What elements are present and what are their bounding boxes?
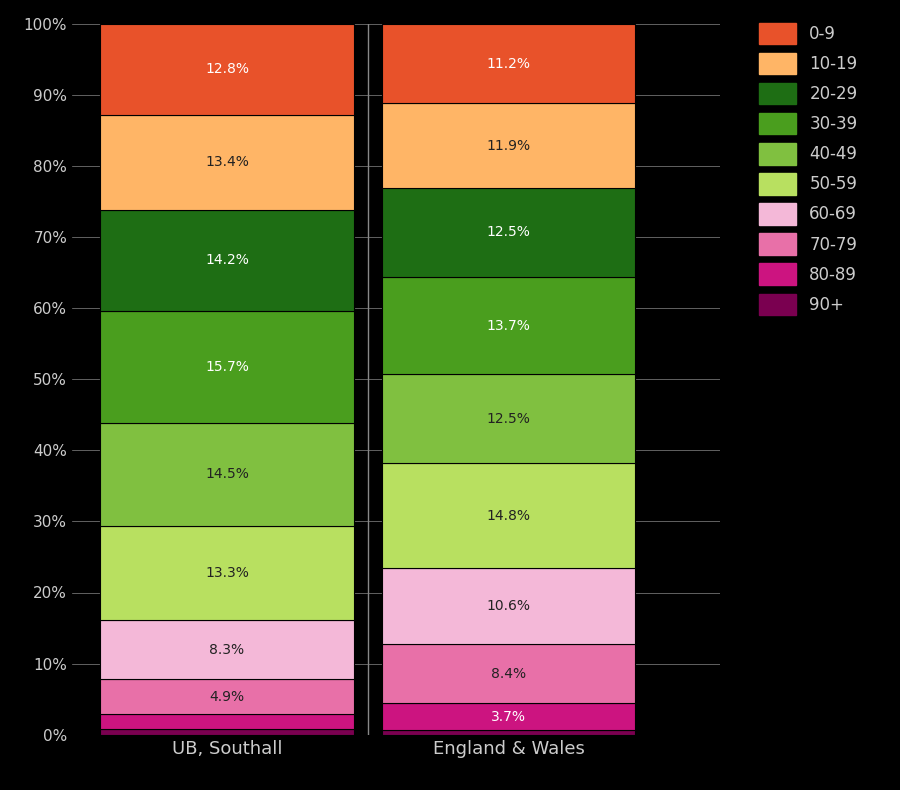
Text: 11.9%: 11.9%: [487, 138, 531, 152]
Text: 13.3%: 13.3%: [205, 566, 249, 580]
Bar: [100, 210, 354, 311]
Text: 12.5%: 12.5%: [487, 225, 531, 239]
Bar: [100, 679, 354, 714]
Bar: [382, 730, 635, 735]
Bar: [100, 24, 354, 115]
Text: 3.7%: 3.7%: [491, 709, 526, 724]
Bar: [100, 311, 354, 423]
Bar: [382, 568, 635, 644]
Text: 13.7%: 13.7%: [487, 318, 531, 333]
Text: 8.4%: 8.4%: [491, 667, 526, 680]
Bar: [100, 525, 354, 620]
Bar: [382, 703, 635, 730]
Bar: [382, 644, 635, 703]
Text: 14.2%: 14.2%: [205, 254, 249, 268]
Text: 10.6%: 10.6%: [487, 599, 531, 613]
Bar: [100, 423, 354, 525]
Bar: [100, 115, 354, 210]
Text: 12.8%: 12.8%: [205, 62, 249, 76]
Text: 12.5%: 12.5%: [487, 412, 531, 426]
Bar: [382, 374, 635, 463]
Text: 14.5%: 14.5%: [205, 467, 249, 481]
Bar: [382, 276, 635, 374]
Text: 4.9%: 4.9%: [210, 690, 245, 704]
Bar: [382, 24, 635, 103]
Bar: [382, 188, 635, 276]
Text: 11.2%: 11.2%: [487, 57, 531, 70]
Bar: [100, 620, 354, 679]
Bar: [100, 714, 354, 729]
Text: 8.3%: 8.3%: [210, 643, 245, 656]
Legend: 0-9, 10-19, 20-29, 30-39, 40-49, 50-59, 60-69, 70-79, 80-89, 90+: 0-9, 10-19, 20-29, 30-39, 40-49, 50-59, …: [754, 18, 862, 320]
Text: 13.4%: 13.4%: [205, 156, 249, 169]
Text: 14.8%: 14.8%: [487, 509, 531, 523]
Bar: [100, 729, 354, 735]
Bar: [382, 103, 635, 188]
Bar: [382, 463, 635, 568]
Text: 15.7%: 15.7%: [205, 359, 249, 374]
